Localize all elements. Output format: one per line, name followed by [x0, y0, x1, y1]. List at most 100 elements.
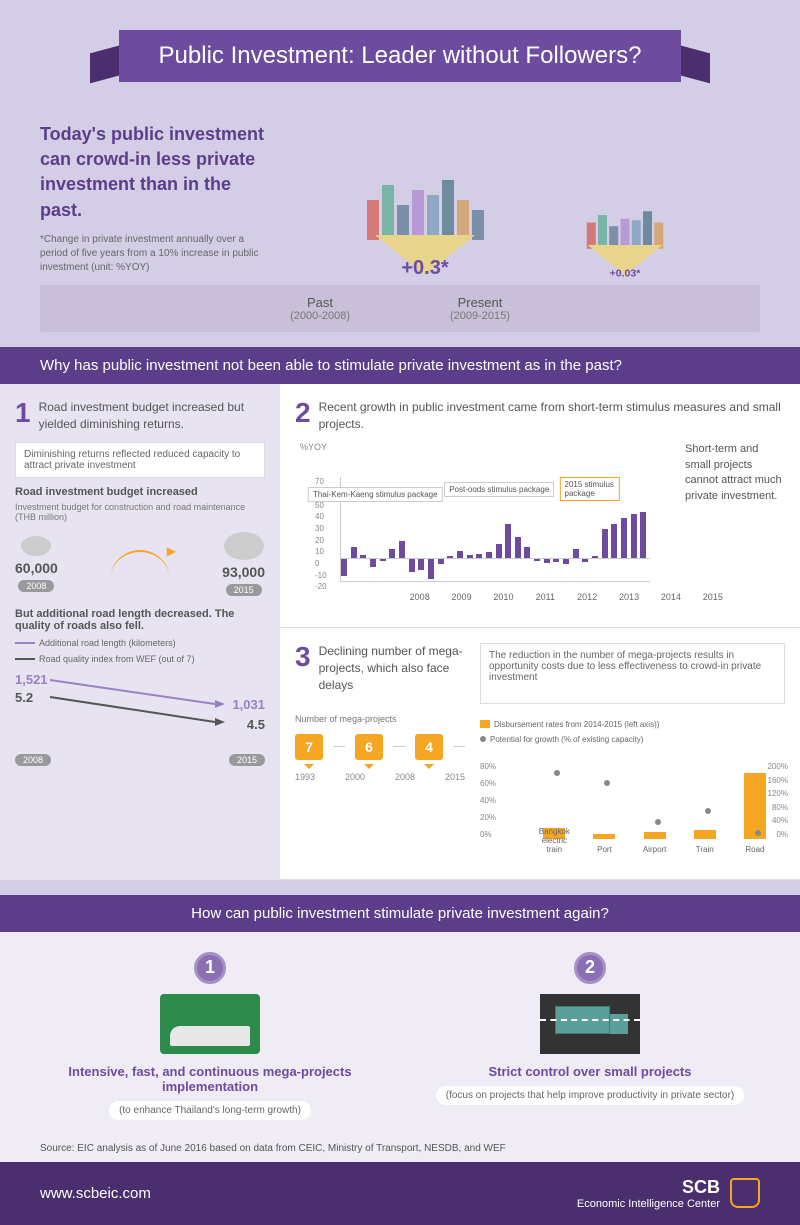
reason-1-subhead: Road investment budget increased: [15, 486, 265, 498]
yoy-bar: [409, 558, 415, 572]
right-ytick: 200%: [768, 762, 788, 771]
present-years: (2009-2015): [450, 310, 510, 322]
budget-end-year: 2015: [226, 584, 262, 596]
past-years: (2000-2008): [290, 310, 350, 322]
mega-count-box: 7: [295, 734, 323, 760]
legend-line-purple: [15, 642, 35, 644]
present-label: Present: [450, 295, 510, 310]
footer-url: www.scbeic.com: [40, 1185, 151, 1202]
ytick-label: -10: [315, 571, 327, 580]
page-title: Public Investment: Leader without Follow…: [119, 30, 682, 82]
growth-arrow-icon: [110, 550, 170, 580]
coins-icon: [21, 536, 51, 556]
right-ytick: 0%: [776, 830, 788, 839]
xtick-label: 2013: [619, 592, 639, 602]
reason-1: 1 Road investment budget increased but y…: [0, 384, 280, 880]
right-ytick: 80%: [772, 803, 788, 812]
xtick-label: 2008: [410, 592, 430, 602]
growth-dot: [655, 819, 661, 825]
legend-bar-icon: [480, 720, 490, 728]
mega-year-label: 2015: [445, 772, 465, 782]
budget-start-val: 60,000: [15, 560, 58, 576]
decline-head: But additional road length decreased. Th…: [15, 608, 265, 632]
xtick-label: 2014: [661, 592, 681, 602]
xtick-label: 2012: [577, 592, 597, 602]
present-value: +0.03*: [610, 267, 641, 279]
growth-dot: [604, 780, 610, 786]
disbursement-bar: [744, 773, 766, 839]
chart-callout: 2015 stimulus package: [560, 477, 620, 501]
mega-year-label: 2000: [345, 772, 365, 782]
growth-dot: [755, 830, 761, 836]
yoy-bar: [389, 549, 395, 558]
footer: www.scbeic.com SCB Economic Intelligence…: [0, 1162, 800, 1225]
reason-2: 2 Recent growth in public investment cam…: [280, 384, 800, 629]
yoy-bar: [631, 514, 637, 558]
present-city: +0.03*: [535, 155, 715, 275]
growth-dot: [554, 770, 560, 776]
yoy-bar: [573, 549, 579, 558]
disbursement-bar: [644, 832, 666, 839]
xtick-label: 2015: [703, 592, 723, 602]
combo-legend1: Disbursement rates from 2014-2015 (left …: [494, 720, 659, 729]
ytick-label: 40: [315, 512, 324, 521]
combo-xlabel: Airport: [635, 845, 675, 854]
hero-section: Today's public investment can crowd-in l…: [0, 102, 800, 285]
past-label: Past: [290, 295, 350, 310]
disbursement-bar: [694, 830, 716, 839]
title-ribbon: Public Investment: Leader without Follow…: [0, 30, 800, 82]
hero-footnote: *Change in private investment annually o…: [40, 233, 270, 275]
yoy-bar: [505, 524, 511, 559]
solution-1-num: 1: [194, 952, 226, 984]
xtick-label: 2010: [493, 592, 513, 602]
yoy-bar: [621, 518, 627, 558]
legend-line-dark: [15, 658, 35, 660]
truck-icon: [540, 994, 640, 1054]
solutions-row: 1 Intensive, fast, and continuous mega-p…: [0, 932, 800, 1135]
chart-callout: Thai-Kem-Kaeng stimulus package: [308, 487, 443, 502]
yoy-bar: [524, 547, 530, 559]
solution-1-sub: (to enhance Thailand's long-term growth): [109, 1101, 311, 1120]
train-icon: [160, 994, 260, 1054]
chart-ylabel: %YOY: [300, 442, 670, 452]
yoy-bar: [496, 544, 502, 558]
legend2: Road quality index from WEF (out of 7): [39, 654, 195, 664]
combo-chart: 0%20%40%60%80%0%40%80%120%160%200%Bangko…: [485, 754, 780, 854]
legend-dot-icon: [480, 736, 486, 742]
scb-logo-icon: [730, 1178, 760, 1208]
yoy-bar: [640, 512, 646, 558]
decline-year-end: 2015: [229, 754, 265, 766]
yoy-bar: [341, 558, 347, 575]
yoy-bar: [428, 558, 434, 579]
yoy-bar: [370, 558, 376, 567]
footer-unit: Economic Intelligence Center: [577, 1198, 720, 1210]
yoy-bar-chart: -20-10010203040506070 200820092010201120…: [315, 462, 650, 602]
xtick-label: 2009: [452, 592, 472, 602]
mega-label: Number of mega-projects: [295, 714, 465, 724]
source-text: Source: EIC analysis as of June 2016 bas…: [0, 1135, 800, 1162]
yoy-bar: [351, 547, 357, 559]
ytick-label: 70: [315, 477, 324, 486]
period-labels: Past(2000-2008) Present(2009-2015): [40, 285, 760, 332]
yoy-bar: [399, 541, 405, 558]
chart-callout: Post-oods stimulus package: [444, 482, 554, 497]
growth-dot: [705, 808, 711, 814]
mega-years: 1993200020082015: [295, 772, 465, 782]
reason-3: 3 Declining number of mega-projects, whi…: [280, 628, 800, 879]
reason-2-num: 2: [295, 399, 311, 433]
combo-legend2: Potential for growth (% of existing capa…: [490, 735, 643, 744]
left-ytick: 0%: [480, 830, 492, 839]
decline-chart: 1,521 5.2 1,031 4.5: [15, 672, 265, 742]
right-ytick: 40%: [772, 816, 788, 825]
budget-start-year: 2008: [18, 580, 54, 592]
left-ytick: 80%: [480, 762, 496, 771]
past-value: +0.3*: [401, 257, 448, 280]
ytick-label: 20: [315, 536, 324, 545]
reason-2-note: Short-term and small projects cannot att…: [685, 442, 785, 612]
yoy-bar: [611, 524, 617, 559]
solution-2-title: Strict control over small projects: [420, 1064, 760, 1079]
reason-3-title: Declining number of mega-projects, which…: [319, 643, 465, 693]
solution-1-title: Intensive, fast, and continuous mega-pro…: [40, 1064, 380, 1094]
right-ytick: 160%: [768, 776, 788, 785]
footer-logo: SCB Economic Intelligence Center: [577, 1177, 760, 1210]
